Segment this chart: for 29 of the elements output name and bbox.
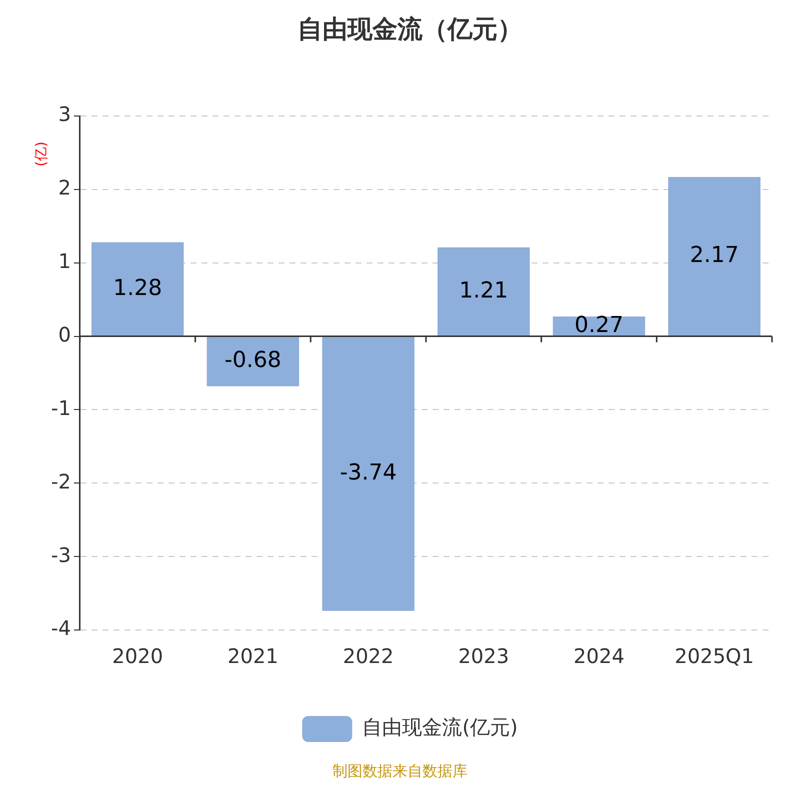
data-label: 1.28 <box>113 276 162 301</box>
bar <box>668 176 760 336</box>
data-label: 0.27 <box>574 312 624 338</box>
data-label: 2.17 <box>690 243 739 268</box>
chart-title: 自由现金流（亿元） <box>298 14 522 44</box>
bar <box>438 247 530 336</box>
text: 制图数据来自数据库 <box>332 762 468 780</box>
y-tick-label: -3 <box>50 542 71 567</box>
x-tick-label: 2024 <box>574 644 624 668</box>
x-tick-label: 2022 <box>342 644 394 668</box>
x-tick-label: 2025Q1 <box>674 644 754 668</box>
x-tick-label: 2020 <box>112 644 164 668</box>
y-axis-title: (亿) <box>34 142 50 166</box>
y-tick-label: 1 <box>58 249 71 274</box>
x-tick-label: 2023 <box>458 644 510 668</box>
y-tick-label: 3 <box>58 102 71 126</box>
data-label: -0.68 <box>224 348 282 374</box>
y-tick-label: -2 <box>50 469 71 494</box>
data-label: -3.74 <box>340 460 397 486</box>
data-label: 1.21 <box>459 278 508 304</box>
bar <box>206 336 300 386</box>
bar <box>322 336 414 611</box>
y-tick-label: 2 <box>58 176 71 200</box>
y-tick-label: -4 <box>50 616 71 640</box>
x-tick-label: 2021 <box>228 644 278 668</box>
y-tick-label: 0 <box>58 322 71 346</box>
y-tick-label: -1 <box>50 396 71 420</box>
bar <box>91 242 184 336</box>
legend-label: 自由现金流(亿元) <box>362 715 518 740</box>
